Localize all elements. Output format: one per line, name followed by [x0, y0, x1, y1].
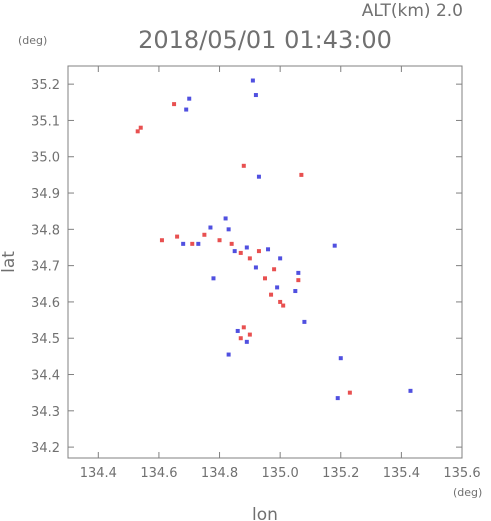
data-point: [302, 319, 307, 324]
data-point: [335, 396, 340, 401]
y-axis-ticks: 34.2 34.3 34.4 34.5 34.6 34.7 34.8 34.9 35.0 35.1…: [31, 78, 462, 456]
data-point: [244, 339, 249, 344]
x-tick-label: 135.2: [322, 466, 359, 481]
data-point: [235, 328, 240, 333]
x-tick-label: 134.6: [140, 466, 177, 481]
data-point: [244, 245, 249, 250]
y-tick-label: 34.7: [31, 260, 60, 275]
data-point: [241, 163, 246, 168]
y-tick-label: 35.0: [31, 151, 60, 166]
y-tick-label: 34.2: [31, 441, 60, 456]
data-point: [278, 299, 283, 304]
data-point: [187, 96, 192, 101]
data-point: [256, 249, 261, 254]
data-point: [293, 289, 298, 294]
y-tick-label: 34.8: [31, 223, 60, 238]
data-point: [332, 243, 337, 248]
chart-subtitle: ALT(km) 2.0: [362, 1, 463, 21]
data-point: [238, 250, 243, 255]
data-point: [247, 256, 252, 261]
data-point: [408, 388, 413, 393]
x-axis-ticks: 134.4 134.6 134.8 135.0 135.2 135.4 135.6: [80, 66, 481, 481]
y-tick-label: 35.1: [31, 114, 60, 129]
x-tick-label: 134.4: [80, 466, 117, 481]
y-tick-label: 34.5: [31, 332, 60, 347]
y-tick-label: 34.3: [31, 405, 60, 420]
data-point: [135, 129, 140, 134]
data-point: [181, 241, 186, 246]
data-point: [159, 238, 164, 243]
data-point: [250, 78, 255, 83]
data-point: [338, 356, 343, 361]
data-point: [223, 216, 228, 221]
data-point: [347, 390, 352, 395]
data-point: [253, 93, 258, 98]
data-point: [208, 225, 213, 230]
data-points: [135, 78, 413, 401]
data-point: [172, 102, 177, 107]
y-tick-label: 35.2: [31, 78, 60, 93]
y-tick-label: 34.6: [31, 296, 60, 311]
data-point: [238, 336, 243, 341]
data-point: [138, 125, 143, 130]
data-point: [175, 234, 180, 239]
data-point: [229, 241, 234, 246]
data-point: [202, 232, 207, 237]
data-point: [263, 276, 267, 281]
chart-title: 2018/05/01 01:43:00: [138, 26, 392, 54]
data-point: [281, 303, 286, 308]
data-point: [299, 172, 304, 177]
y-axis-label: lat: [0, 251, 19, 273]
y-unit-label: (deg): [18, 34, 47, 47]
plot-frame: [67, 65, 463, 459]
data-point: [211, 276, 216, 281]
data-point: [275, 285, 280, 290]
data-point: [296, 278, 301, 283]
data-point: [232, 249, 237, 254]
data-point: [278, 256, 283, 261]
data-point: [247, 332, 252, 337]
data-point: [256, 174, 261, 179]
data-point: [266, 247, 271, 252]
data-point: [226, 352, 231, 357]
x-unit-label: (deg): [453, 486, 482, 499]
x-tick-label: 135.0: [262, 466, 299, 481]
data-point: [272, 267, 277, 272]
x-tick-label: 134.8: [201, 466, 238, 481]
data-point: [190, 241, 195, 246]
x-tick-label: 135.4: [383, 466, 420, 481]
y-tick-label: 34.4: [31, 369, 60, 384]
x-axis-label: lon: [252, 505, 278, 521]
y-tick-label: 34.9: [31, 187, 60, 202]
data-point: [269, 292, 274, 297]
data-point: [217, 238, 222, 243]
data-point: [196, 241, 201, 246]
data-point: [184, 107, 189, 112]
data-point: [296, 270, 301, 275]
data-point: [241, 325, 246, 330]
data-point: [253, 265, 258, 270]
x-tick-label: 135.6: [443, 466, 480, 481]
data-point: [226, 227, 231, 232]
